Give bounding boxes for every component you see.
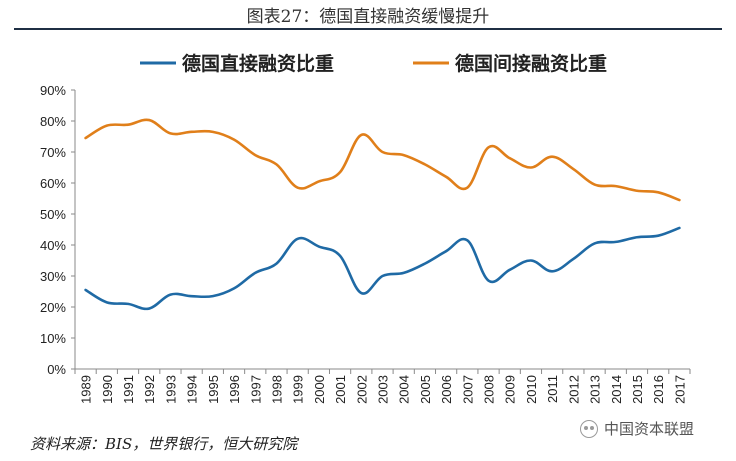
- y-axis: 0% 10% 20% 30% 40% 50% 60% 70% 80% 90%: [40, 83, 76, 377]
- x-tick-label: 2017: [672, 375, 687, 404]
- x-tick-label: 2015: [630, 375, 645, 404]
- x-tick-label: 2013: [588, 375, 603, 404]
- x-axis: 1989 1990 1991 1992 1993 1994 1995 1996 1997 1998…: [74, 368, 691, 404]
- x-tick-label: 2000: [312, 375, 327, 404]
- series-layer: [84, 118, 681, 311]
- x-tick-label: 2005: [418, 375, 433, 404]
- x-tick-label: 2004: [397, 375, 412, 404]
- x-tick-label: 2010: [524, 375, 539, 404]
- y-tick-label: 20%: [40, 300, 66, 315]
- y-tick-label: 60%: [40, 176, 66, 191]
- title-divider: [14, 28, 722, 30]
- x-tick-label: 2011: [545, 375, 560, 403]
- wechat-icon: [580, 419, 598, 438]
- series-line-1: [84, 226, 681, 311]
- x-tick-label: 1993: [163, 375, 178, 404]
- figure-title: 图表27：德国直接融资缓慢提升: [246, 7, 490, 27]
- x-tick-label: 2001: [333, 375, 348, 404]
- y-tick-label: 0%: [47, 362, 66, 377]
- y-tick-label: 80%: [40, 114, 66, 129]
- y-tick-label: 10%: [40, 331, 66, 346]
- series-line-2: [84, 118, 681, 202]
- y-tick-label: 70%: [40, 145, 66, 160]
- x-tick-label: 1991: [121, 375, 136, 404]
- x-tick-label: 2002: [354, 375, 369, 404]
- legend-label-2: 德国间接融资比重: [455, 52, 607, 75]
- x-tick-label: 1994: [185, 375, 200, 404]
- x-tick-label: 1997: [248, 375, 263, 404]
- y-tick-label: 30%: [40, 269, 66, 284]
- x-tick-label: 1998: [269, 375, 284, 404]
- y-tick-label: 40%: [40, 238, 66, 253]
- x-tick-label: 1999: [291, 375, 306, 404]
- legend-label-1: 德国直接融资比重: [182, 52, 334, 75]
- x-tick-label: 2006: [439, 375, 454, 404]
- x-tick-label: 2012: [566, 375, 581, 404]
- x-tick-label: 2014: [609, 375, 624, 404]
- x-tick-label: 2009: [503, 375, 518, 404]
- x-tick-label: 1992: [142, 375, 157, 404]
- x-tick-label: 1990: [100, 375, 115, 404]
- x-tick-label: 2003: [376, 375, 391, 404]
- x-tick-label: 1989: [79, 375, 94, 404]
- watermark: 中国资本联盟: [580, 418, 694, 439]
- x-tick-label: 2016: [651, 375, 666, 404]
- legend: 德国直接融资比重 德国间接融资比重: [140, 52, 607, 75]
- y-tick-label: 50%: [40, 207, 66, 222]
- x-tick-label: 1995: [206, 375, 221, 404]
- watermark-text: 中国资本联盟: [604, 420, 695, 438]
- x-tick-label: 2007: [460, 375, 475, 404]
- y-tick-label: 90%: [40, 83, 66, 98]
- x-tick-label: 1996: [227, 375, 242, 404]
- source-note: 资料来源：BIS，世界银行，恒大研究院: [30, 435, 298, 453]
- x-tick-label: 2008: [482, 375, 497, 404]
